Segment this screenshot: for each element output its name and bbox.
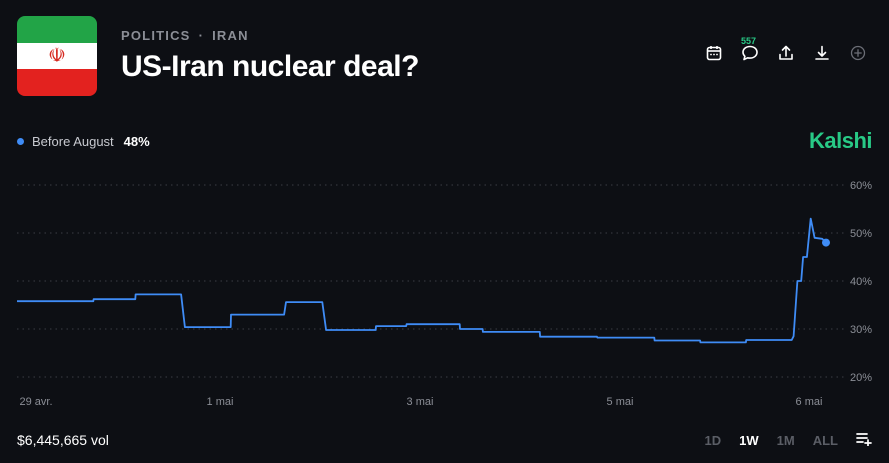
market-flag: ☫ bbox=[17, 16, 97, 96]
plus-circle-icon bbox=[850, 45, 866, 61]
legend-value: 48% bbox=[123, 134, 150, 149]
y-tick-label: 40% bbox=[850, 276, 872, 288]
download-icon bbox=[815, 45, 829, 60]
x-tick-label: 29 avr. bbox=[19, 396, 52, 408]
filter-list-button[interactable] bbox=[856, 432, 872, 449]
share-icon bbox=[779, 45, 793, 60]
legend-dot-icon bbox=[17, 138, 24, 145]
filter-list-icon bbox=[856, 433, 872, 447]
comment-count-badge: 557 bbox=[741, 36, 757, 46]
x-tick-label: 6 mai bbox=[796, 396, 823, 408]
comment-icon bbox=[742, 45, 758, 61]
flag-band-red bbox=[17, 69, 97, 96]
y-tick-label: 30% bbox=[850, 324, 872, 336]
download-button[interactable] bbox=[813, 44, 831, 62]
x-tick-label: 1 mai bbox=[207, 396, 234, 408]
y-tick-label: 50% bbox=[850, 228, 872, 240]
series-line bbox=[17, 217, 827, 344]
range-all[interactable]: ALL bbox=[812, 433, 838, 448]
iran-emblem-icon: ☫ bbox=[48, 45, 66, 67]
chart-legend: Before August 48% bbox=[17, 134, 150, 149]
range-1w[interactable]: 1W bbox=[739, 433, 759, 448]
kalshi-logo: Kalshi bbox=[808, 128, 873, 153]
y-tick-label: 60% bbox=[850, 180, 872, 192]
header-actions: 557 bbox=[705, 36, 867, 62]
breadcrumb-category[interactable]: POLITICS bbox=[121, 28, 191, 43]
comments-button[interactable]: 557 bbox=[741, 36, 759, 62]
breadcrumb-subcategory[interactable]: IRAN bbox=[212, 28, 249, 43]
market-title: US-Iran nuclear deal? bbox=[121, 50, 419, 83]
breadcrumb-separator: · bbox=[198, 28, 205, 43]
flag-band-white: ☫ bbox=[17, 42, 97, 70]
calendar-icon bbox=[706, 46, 722, 61]
x-tick-label: 5 mai bbox=[607, 396, 634, 408]
range-selector: 1D 1W 1M ALL bbox=[705, 432, 872, 449]
flag-band-green bbox=[17, 16, 97, 43]
range-1d[interactable]: 1D bbox=[704, 433, 722, 448]
add-button[interactable] bbox=[849, 44, 867, 62]
volume-text: $6,445,665 vol bbox=[17, 432, 109, 448]
legend-label: Before August bbox=[32, 134, 114, 149]
series-end-dot bbox=[822, 238, 830, 247]
breadcrumb: POLITICS · IRAN bbox=[121, 28, 249, 43]
x-tick-label: 3 mai bbox=[407, 396, 434, 408]
price-chart[interactable]: 60% 50% 40% 30% 20% 29 avr. 1 mai 3 mai 5 mai 6 m… bbox=[0, 160, 889, 415]
share-button[interactable] bbox=[777, 44, 795, 62]
y-tick-label: 20% bbox=[850, 372, 872, 384]
calendar-button[interactable] bbox=[705, 44, 723, 62]
range-1m[interactable]: 1M bbox=[776, 433, 795, 448]
